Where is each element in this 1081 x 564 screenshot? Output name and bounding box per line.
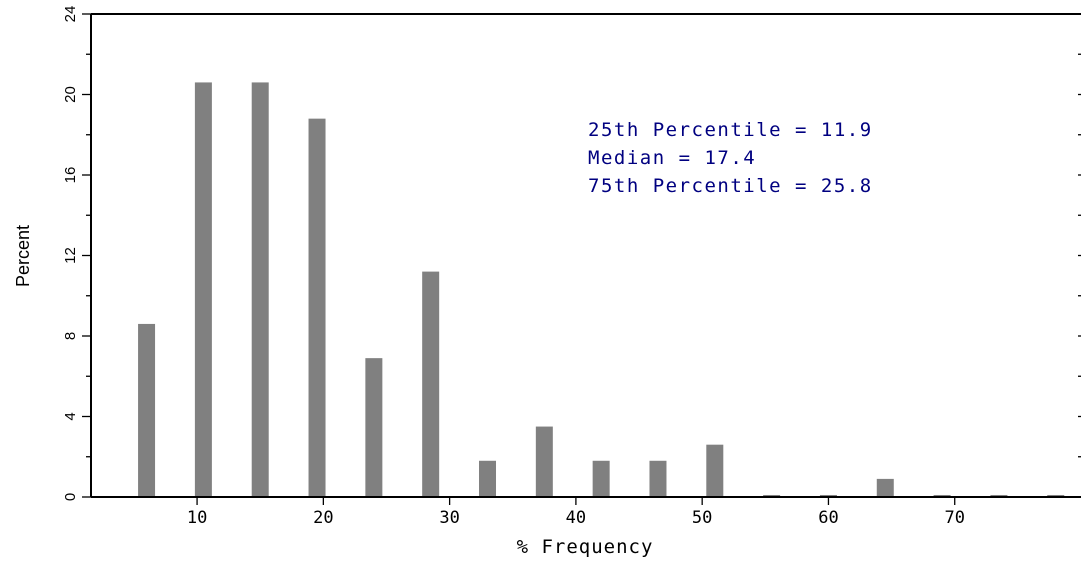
bar (422, 271, 440, 497)
x-tick-label: 30 (439, 508, 459, 528)
percentile-annotations: 25th Percentile = 11.9 Median = 17.4 75t… (588, 119, 873, 197)
bar (365, 358, 383, 497)
bar (479, 460, 497, 497)
bar (990, 494, 1008, 497)
bar (649, 460, 667, 497)
bars-group (138, 82, 1065, 498)
y-tick-label: 8 (62, 332, 79, 340)
y-axis-title: Percent (13, 225, 33, 287)
bar (535, 426, 553, 497)
y-tick-label: 0 (62, 493, 79, 501)
bar (933, 494, 951, 497)
y-tick-label: 24 (62, 6, 79, 23)
bar (819, 494, 837, 497)
annotation-75th-percentile: 75th Percentile = 25.8 (588, 175, 873, 197)
x-tick-label: 50 (692, 508, 712, 528)
bar (1047, 494, 1065, 497)
bar (138, 323, 156, 497)
x-tick-label: 20 (313, 508, 333, 528)
y-tick-label: 4 (62, 412, 79, 420)
x-axis-title: % Frequency (517, 536, 654, 558)
bar (592, 460, 610, 497)
y-tick-label: 20 (62, 86, 79, 103)
bar (308, 118, 326, 498)
x-tick-label: 40 (566, 508, 586, 528)
bar (706, 444, 724, 497)
y-tick-label: 12 (62, 247, 79, 264)
annotation-median: Median = 17.4 (588, 147, 756, 169)
axes-group (90, 13, 1081, 498)
bar (763, 494, 781, 497)
bar (876, 478, 894, 497)
ticks-group: 0 4 8 12 16 20 24 10 20 30 40 50 60 70 (62, 6, 1081, 528)
x-tick-label: 70 (944, 508, 964, 528)
bar (251, 82, 269, 498)
y-tick-label: 16 (62, 167, 79, 184)
bar (194, 82, 212, 498)
x-tick-label: 10 (187, 508, 207, 528)
x-tick-label: 60 (818, 508, 838, 528)
annotation-25th-percentile: 25th Percentile = 11.9 (588, 119, 873, 141)
